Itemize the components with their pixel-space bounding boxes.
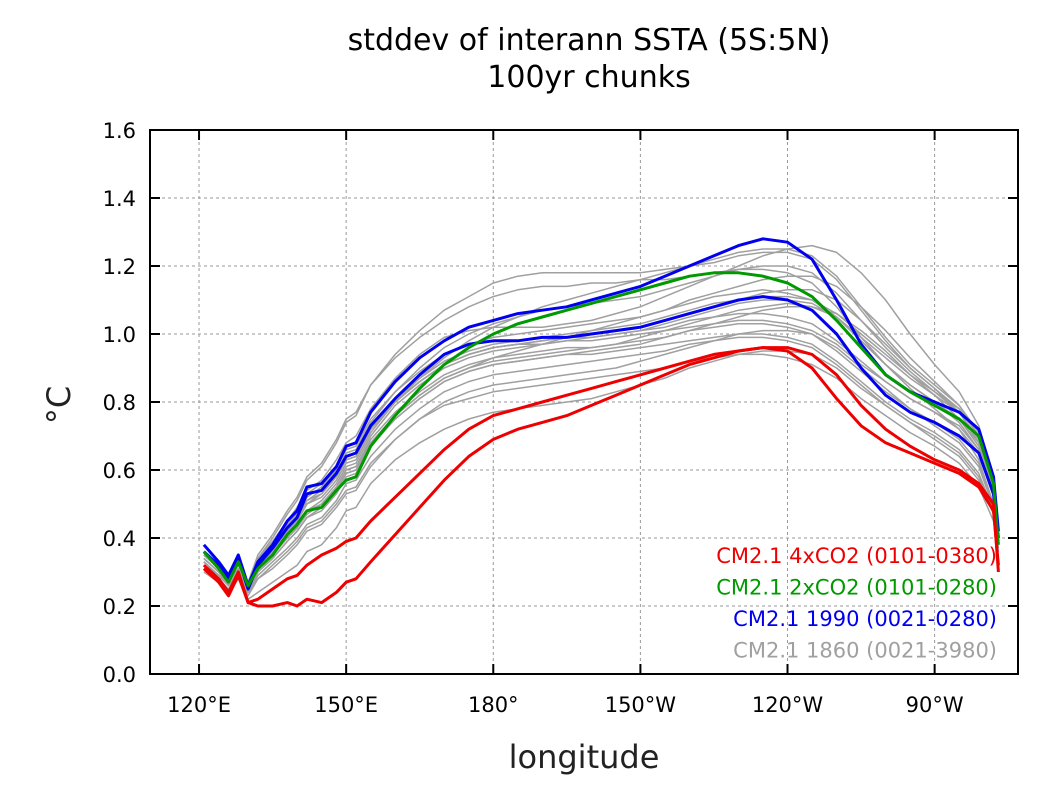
y-tick-label: 0.6 — [103, 459, 136, 483]
legend-entry: CM2.1 2xCO2 (0101-0280) — [716, 576, 997, 600]
series-line — [203, 350, 1000, 600]
series-line — [203, 275, 1000, 594]
x-tick-label: 180° — [468, 693, 519, 717]
y-axis-label: °C — [40, 386, 78, 424]
y-axis: 0.0 0.2 0.4 0.6 0.8 1.0 1.2 1.4 1.6 — [103, 119, 1018, 687]
series-line — [203, 251, 1000, 587]
series-line — [202, 237, 1000, 588]
x-tick-label: 150°W — [605, 693, 677, 717]
chart-subtitle: 100yr chunks — [487, 60, 690, 95]
x-tick-label: 90°W — [906, 693, 964, 717]
series-line — [202, 295, 1000, 591]
x-tick-label: 120°W — [752, 693, 824, 717]
y-tick-label: 0.0 — [103, 663, 136, 687]
y-tick-label: 1.2 — [103, 255, 136, 279]
series-line — [202, 271, 1000, 588]
y-tick-label: 0.2 — [103, 595, 136, 619]
series-line — [203, 319, 1000, 587]
legend-entry: CM2.1 4xCO2 (0101-0380) — [716, 544, 997, 568]
chart-title: stddev of interann SSTA (5S:5N) — [348, 23, 831, 58]
data-lines — [202, 237, 1000, 608]
series-line — [203, 336, 1000, 594]
legend-entry: CM2.1 1990 (0021-0280) — [733, 607, 997, 631]
y-tick-label: 1.0 — [103, 323, 136, 347]
y-tick-label: 0.4 — [103, 527, 136, 551]
y-tick-label: 0.8 — [103, 391, 136, 415]
legend: CM2.1 4xCO2 (0101-0380) CM2.1 2xCO2 (0101… — [716, 544, 997, 663]
y-tick-label: 1.4 — [103, 187, 136, 211]
x-axis: 120°E 150°E 180° 150°W 120°W 90°W — [167, 130, 964, 717]
series-line — [203, 353, 1000, 597]
series-line — [202, 346, 1000, 608]
x-axis-label: longitude — [509, 738, 660, 776]
series-line — [203, 268, 1000, 583]
x-tick-label: 150°E — [314, 693, 378, 717]
y-tick-label: 1.6 — [103, 119, 136, 143]
x-tick-label: 120°E — [167, 693, 231, 717]
series-line — [202, 346, 1000, 605]
series-line — [203, 302, 1000, 590]
legend-entry: CM2.1 1860 (0021-3980) — [733, 639, 997, 663]
